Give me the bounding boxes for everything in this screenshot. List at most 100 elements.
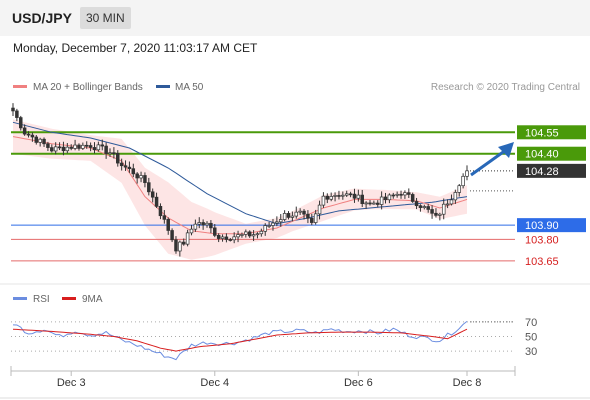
candle	[360, 189, 364, 207]
candle	[449, 194, 454, 206]
candle	[34, 134, 39, 145]
last-price-label: 104.28	[525, 166, 559, 178]
candle	[92, 142, 97, 154]
candle	[174, 236, 178, 254]
candle	[282, 210, 287, 222]
candle	[294, 206, 299, 219]
candle	[236, 230, 240, 243]
rsi-tick-30: 30	[525, 346, 537, 358]
attribution: Research © 2020 Trading Central	[431, 82, 580, 93]
candle	[422, 204, 427, 210]
candle	[414, 197, 419, 210]
rsi-line	[12, 321, 468, 361]
candle	[337, 190, 341, 200]
candle	[220, 234, 225, 242]
candle	[57, 142, 62, 151]
x-tick-label: Dec 3	[57, 377, 86, 389]
support-label-103.65: 103.65	[525, 256, 559, 268]
candle	[465, 165, 469, 181]
candle	[341, 191, 345, 200]
candle	[185, 229, 190, 247]
x-tick-label: Dec 4	[200, 377, 229, 389]
candle	[372, 200, 376, 205]
candle	[379, 191, 384, 210]
resistance-tag-104.55	[517, 125, 586, 140]
candle	[53, 142, 58, 155]
candle	[162, 210, 167, 224]
chart-timestamp: Monday, December 7, 2020 11:03:17 AM CET	[13, 41, 258, 55]
candle	[216, 233, 221, 243]
candle	[84, 141, 89, 149]
candle	[65, 142, 70, 154]
candle	[147, 177, 151, 196]
candle	[267, 221, 271, 228]
candle	[441, 198, 446, 220]
bollinger-band-area	[13, 119, 467, 260]
forecast-arrow-shaft	[470, 148, 507, 177]
candle	[100, 139, 104, 151]
support-label-103.80: 103.80	[525, 234, 559, 246]
candle	[61, 141, 66, 156]
candle	[310, 213, 314, 226]
resistance-label-104.40: 104.40	[525, 149, 559, 161]
candle	[329, 192, 333, 202]
candle	[73, 139, 77, 151]
x-tick-label: Dec 8	[453, 377, 482, 389]
candle	[131, 163, 136, 178]
candle	[298, 208, 302, 215]
candle	[407, 188, 411, 198]
candle	[325, 193, 330, 204]
candle	[154, 192, 159, 209]
rsi-ma-line	[12, 328, 468, 352]
rsi-tick-50: 50	[525, 332, 537, 344]
candle	[278, 214, 283, 227]
candle	[317, 200, 322, 220]
candle	[209, 220, 213, 234]
candle	[38, 137, 42, 147]
pivot-tag-103.90	[517, 218, 586, 233]
candle	[275, 216, 279, 227]
candle	[399, 190, 403, 199]
candle	[150, 188, 155, 203]
candle	[368, 200, 372, 206]
candle	[333, 192, 337, 202]
legend-label-ma50: MA 50	[175, 82, 204, 93]
candle	[364, 201, 368, 209]
legend-label-rsi: RSI	[33, 294, 50, 305]
candle	[81, 142, 85, 150]
candle	[271, 218, 275, 231]
candle	[15, 108, 19, 122]
candle	[213, 223, 217, 238]
candle	[387, 193, 392, 204]
candle	[143, 172, 147, 188]
candle	[205, 221, 209, 228]
candle	[430, 205, 434, 219]
pivot-label-103.90: 103.90	[525, 220, 559, 232]
candle	[11, 103, 15, 116]
candle	[201, 219, 205, 230]
candle	[77, 143, 81, 151]
legend-swatch-rsi	[13, 297, 27, 300]
timeframe-selector[interactable]: 30 MIN	[80, 7, 131, 29]
candle	[26, 131, 31, 138]
candle	[19, 115, 23, 131]
legend-swatch-ma20	[13, 85, 27, 88]
candle	[193, 219, 198, 232]
candle	[116, 150, 120, 167]
rsi-tick-70: 70	[525, 317, 537, 329]
candle	[418, 204, 423, 212]
candle	[224, 233, 229, 243]
candle	[356, 189, 361, 202]
candle	[461, 173, 465, 189]
candle	[244, 229, 248, 238]
candle	[395, 191, 399, 198]
candle	[104, 142, 108, 159]
candle	[46, 141, 50, 152]
candle	[170, 228, 174, 243]
candle	[344, 190, 349, 197]
candle	[135, 172, 139, 184]
ma20-line	[12, 136, 468, 235]
candle	[166, 217, 170, 235]
candle	[247, 230, 252, 238]
